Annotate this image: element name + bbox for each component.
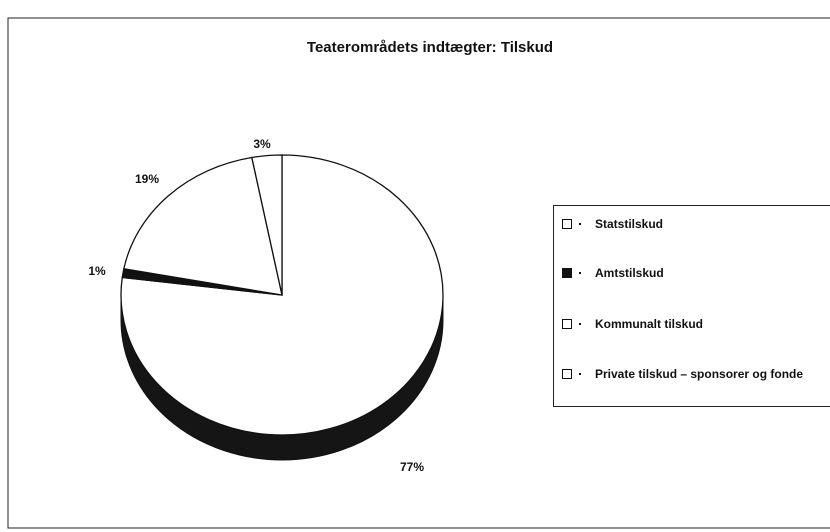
legend-bullet [579, 272, 581, 274]
legend-bullet [579, 223, 581, 225]
pie-slice [123, 156, 283, 296]
legend-item: Private tilskud – sponsorer og fonde [554, 367, 825, 382]
legend: Statstilskud Amtstilskud Kommunalt tilskud… [553, 205, 830, 407]
data-label: 1% [88, 264, 106, 278]
legend-swatch [562, 219, 572, 229]
data-label: 77% [400, 460, 424, 474]
chart-frame [7, 17, 830, 529]
data-label: 19% [135, 172, 159, 186]
legend-bullet [579, 373, 581, 375]
legend-label: Amtstilskud [595, 266, 664, 280]
legend-swatch [562, 268, 572, 278]
legend-item: Amtstilskud [554, 266, 825, 281]
legend-bullet [579, 323, 581, 325]
pie-slice [251, 154, 283, 296]
legend-swatch [562, 369, 572, 379]
legend-label: Statstilskud [595, 217, 664, 231]
chart-title: Teaterområdets indtægter: Tilskud [307, 39, 553, 56]
legend-label: Private tilskud – sponsorer og fonde [595, 367, 804, 381]
legend-item: Statstilskud [554, 217, 825, 232]
legend-item: Kommunalt tilskud [554, 317, 825, 332]
legend-swatch [562, 319, 572, 329]
legend-label: Kommunalt tilskud [595, 317, 704, 331]
data-label: 3% [253, 137, 271, 151]
